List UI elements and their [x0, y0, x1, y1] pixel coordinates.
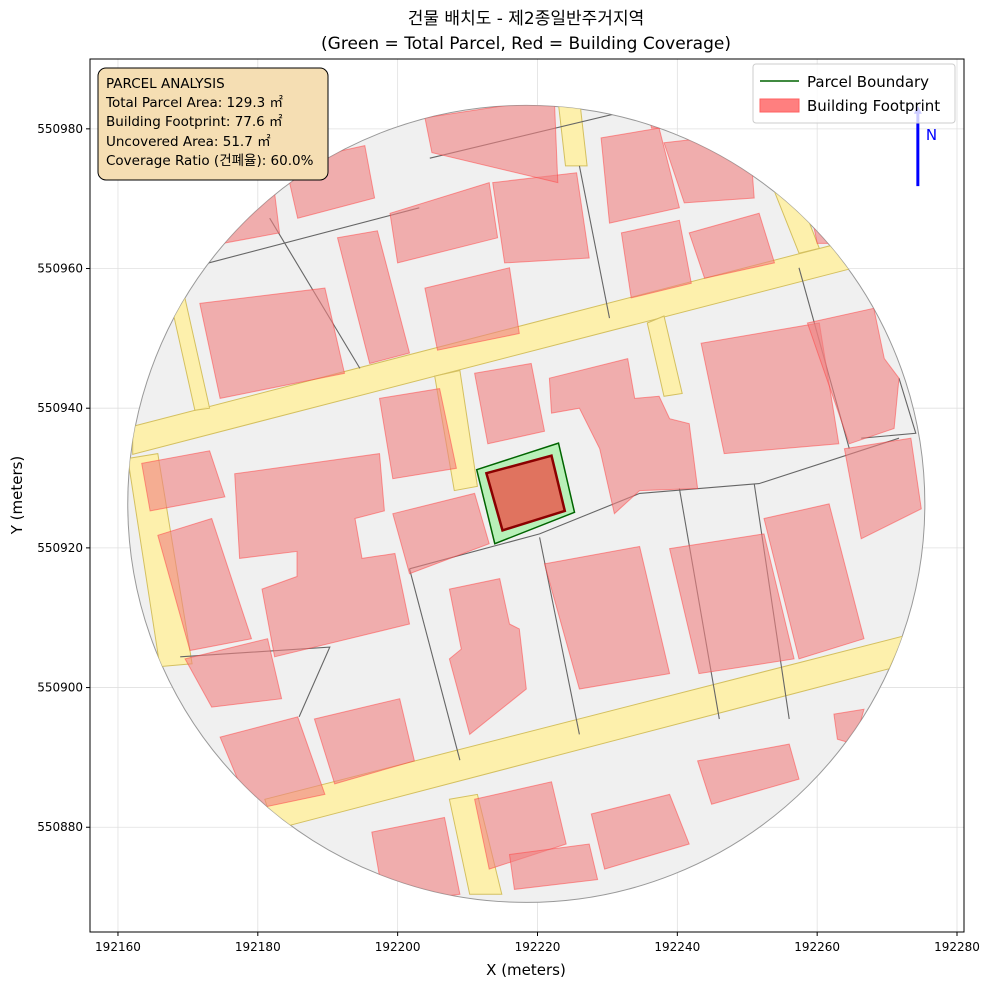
- building-footprint: [199, 287, 346, 399]
- info-box: PARCEL ANALYSIS Total Parcel Area: 129.3…: [97, 67, 329, 181]
- y-tick-label: 550980: [37, 122, 83, 136]
- y-tick-label: 550960: [37, 262, 83, 276]
- building-footprint: [157, 517, 253, 652]
- building-footprint: [141, 450, 226, 512]
- building-footprint: [448, 578, 527, 736]
- info-coverage-ratio: Coverage Ratio (건폐율): 60.0%: [106, 153, 314, 169]
- y-tick-label: 550880: [37, 820, 83, 834]
- x-tick-label: 192160: [95, 940, 141, 954]
- building-footprint: [543, 545, 671, 690]
- building-footprint: [389, 181, 499, 264]
- y-axis-label: Y (meters): [8, 456, 26, 536]
- legend-patch-swatch: [759, 98, 800, 113]
- parcel-boundary-line: [409, 437, 900, 570]
- info-heading: PARCEL ANALYSIS: [106, 76, 225, 92]
- building-footprint: [696, 743, 800, 805]
- building-footprint: [424, 105, 559, 184]
- building-footprint: [646, 105, 678, 129]
- map-layers: [127, 104, 926, 903]
- building-footprint: [843, 437, 922, 540]
- road: [557, 105, 588, 167]
- building-footprint: [474, 781, 567, 870]
- target-building: [484, 454, 567, 532]
- info-box-background: [97, 67, 329, 181]
- info-total-area: Total Parcel Area: 129.3 ㎡: [105, 95, 283, 111]
- building-footprint: [833, 708, 865, 745]
- y-axis-ticks: 550880 550900 550920 550940 550960 550980: [37, 122, 90, 834]
- north-arrow-label: N: [926, 126, 937, 144]
- y-tick-label: 550900: [37, 681, 83, 695]
- building-footprint: [548, 357, 699, 515]
- y-tick-label: 550920: [37, 541, 83, 555]
- x-axis-ticks: 192160 192180 192200 192220 192240 192260 1922…: [95, 932, 980, 954]
- building-footprint: [336, 230, 411, 365]
- building-footprint: [508, 843, 599, 890]
- legend-label-parcel-boundary: Parcel Boundary: [807, 73, 929, 91]
- x-tick-label: 192280: [934, 940, 980, 954]
- building-footprint: [313, 698, 415, 785]
- chart-subtitle: (Green = Total Parcel, Red = Building Co…: [321, 34, 731, 54]
- buildings-layer: [141, 105, 922, 903]
- road: [646, 315, 683, 397]
- chart-title: 건물 배치도 - 제2종일반주거지역: [408, 9, 644, 29]
- x-tick-label: 192260: [794, 940, 840, 954]
- parcel-boundary-line: [408, 568, 461, 761]
- parcel-boundary-line: [861, 378, 917, 439]
- building-footprint: [620, 219, 692, 299]
- x-tick-label: 192180: [235, 940, 281, 954]
- info-building-footprint: Building Footprint: 77.6 ㎡: [106, 114, 283, 130]
- building-footprint: [590, 793, 690, 870]
- parcel-boundary-line: [189, 207, 420, 269]
- building-footprint: [184, 638, 283, 708]
- x-tick-label: 192220: [515, 940, 561, 954]
- building-footprint: [219, 716, 326, 808]
- building-footprint: [371, 816, 461, 903]
- building-footprint: [492, 172, 590, 264]
- info-uncovered-area: Uncovered Area: 51.7 ㎡: [106, 134, 271, 150]
- legend: Parcel Boundary Building Footprint: [752, 63, 956, 124]
- legend-label-building-footprint: Building Footprint: [807, 97, 940, 115]
- building-footprint: [763, 503, 865, 660]
- building-footprint: [474, 362, 546, 445]
- x-tick-label: 192200: [375, 940, 421, 954]
- x-axis-label: X (meters): [486, 961, 566, 979]
- building-footprint: [600, 127, 681, 224]
- axes-frame: [89, 58, 965, 933]
- building-footprint: [378, 388, 457, 480]
- road: [448, 793, 503, 895]
- building-footprint: [392, 492, 490, 575]
- parcel-boundary-line: [578, 165, 611, 319]
- building-footprint: [424, 267, 520, 351]
- building-footprint: [234, 453, 411, 658]
- x-tick-label: 192240: [654, 940, 700, 954]
- building-footprint: [668, 533, 795, 675]
- y-tick-label: 550940: [37, 401, 83, 415]
- building-footprint: [688, 212, 776, 279]
- legend-frame: [752, 63, 956, 124]
- building-footprint: [700, 322, 840, 455]
